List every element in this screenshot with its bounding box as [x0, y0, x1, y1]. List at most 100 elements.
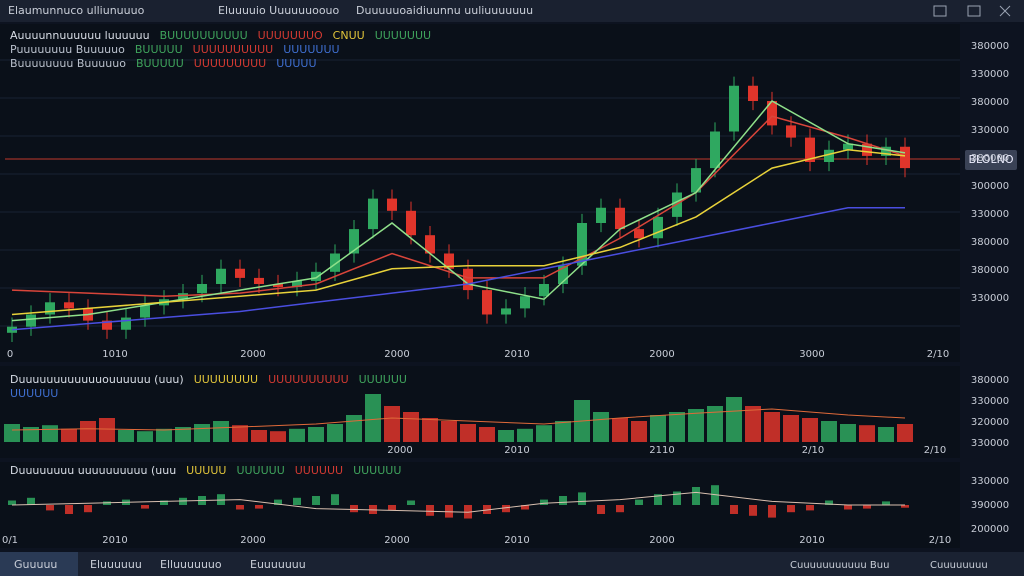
ma-line — [11, 115, 906, 297]
oscillator-bar — [673, 491, 681, 505]
volume-bar — [42, 425, 58, 442]
volume-bar — [61, 428, 77, 442]
volume-bar — [593, 412, 609, 442]
oscillator-bar — [578, 492, 586, 505]
legend-item: BUUUUU — [135, 43, 183, 56]
volume-bar — [232, 425, 248, 442]
candle-body — [748, 85, 758, 101]
volume-bar — [175, 427, 191, 442]
volume-bar — [156, 428, 172, 442]
oscillator-bar — [46, 505, 54, 511]
legend-item: UUUUUU — [353, 464, 401, 477]
oscillator-bar — [863, 505, 871, 509]
x-tick-label: 2/10 — [924, 445, 946, 456]
volume-bar — [555, 421, 571, 442]
statusbar — [0, 552, 1024, 576]
oscillator-bar — [407, 500, 415, 505]
volume-bar — [897, 424, 913, 442]
candle-body — [330, 253, 340, 272]
oscillator-bar — [787, 505, 795, 513]
volume-bar — [650, 415, 666, 442]
candle-body — [311, 271, 321, 281]
price-label: 300000 — [971, 181, 1009, 192]
oscillator-bar — [692, 487, 700, 505]
close-button[interactable] — [999, 5, 1011, 17]
legend-item: UUUUUUUU — [194, 373, 258, 386]
status-tab[interactable]: Elluuuuuuo — [160, 558, 222, 571]
candle-body — [349, 229, 359, 254]
oscillator-bar — [654, 494, 662, 505]
oscillator-bar — [616, 505, 624, 513]
volume-line — [11, 408, 906, 431]
oscillator-bar — [65, 505, 73, 514]
legend-item: BUUUUUUUUUU — [160, 29, 248, 42]
legend-item: Puuuuuuuu Buuuuuo — [10, 43, 125, 56]
status-tab[interactable]: Guuuuu — [14, 558, 57, 571]
oscillator-bar — [388, 505, 396, 511]
price-label: 330000 — [971, 396, 1009, 407]
candle-body — [463, 268, 473, 291]
x-tick-label: 2000 — [649, 349, 674, 360]
oscillator-bar — [160, 500, 168, 505]
active-tab[interactable] — [0, 552, 78, 576]
candle-body — [862, 143, 872, 156]
status-item[interactable]: Cuuuuuuuuuuu Buu — [790, 560, 889, 571]
legend-item: Auuuunnuuuuuu luuuuuu — [10, 29, 150, 42]
volume-bar — [4, 424, 20, 442]
price-label: 330000 — [971, 209, 1009, 220]
oscillator-bar — [635, 499, 643, 505]
price-label: 390000 — [971, 500, 1009, 511]
price-label: 380000 — [971, 41, 1009, 52]
oscillator-bar — [293, 497, 301, 505]
oscillator-bar — [84, 505, 92, 513]
volume-bar — [213, 421, 229, 442]
oscillator-bar — [27, 497, 35, 505]
x-tick-label: 2000 — [384, 535, 409, 546]
volume-bar — [327, 424, 343, 442]
candle-body — [824, 149, 834, 162]
oscillator-line — [11, 491, 905, 513]
candle-body — [558, 265, 568, 284]
volume-bar — [441, 421, 457, 442]
volume-bar — [194, 424, 210, 442]
volume-bar — [384, 406, 400, 442]
volume-bar — [517, 428, 533, 442]
status-tab[interactable]: Eluuuuuu — [90, 558, 142, 571]
price-label: 380000 — [971, 375, 1009, 386]
status-tab[interactable]: Euuuuuuu — [250, 558, 306, 571]
oscillator-bar — [768, 505, 776, 518]
candle-body — [444, 253, 454, 269]
x-tick-label: 2010 — [102, 535, 127, 546]
window-button[interactable] — [933, 5, 947, 17]
x-tick-label: 2000 — [240, 535, 265, 546]
status-item[interactable]: Cuuuuuuuu — [930, 560, 988, 571]
price-tag-box — [965, 150, 1017, 170]
legend-item: Buuuuuuuu Buuuuuo — [10, 57, 126, 70]
x-tick-label: 2010 — [504, 445, 529, 456]
price-label: 380000 — [971, 265, 1009, 276]
price-label: 200000 — [971, 524, 1009, 535]
candle-body — [577, 223, 587, 266]
price-label: 330000 — [971, 438, 1009, 449]
candle-body — [235, 268, 245, 278]
candle-body — [273, 284, 283, 288]
toolbar-tab[interactable]: Elaumunnuco ulliunuuuo — [8, 4, 145, 17]
candle-body — [45, 302, 55, 315]
candle-body — [539, 284, 549, 297]
oscillator-bar — [426, 505, 434, 516]
x-tick-label: 2010 — [799, 535, 824, 546]
oscillator-bar — [312, 496, 320, 505]
toolbar-tab[interactable]: Duuuuuoaidiuunnu uuliuuuuuuu — [356, 4, 533, 17]
x-tick-label: 1010 — [102, 349, 127, 360]
window-button[interactable] — [967, 5, 981, 17]
legend-item: UUUUU — [186, 464, 226, 477]
ma-line — [11, 149, 906, 316]
oscillator-bar — [141, 505, 149, 509]
candle-body — [520, 296, 530, 309]
volume-bar — [878, 427, 894, 442]
oscillator-bar — [502, 505, 510, 513]
oscillator-bar — [521, 505, 529, 510]
oscillator-bar — [350, 505, 358, 513]
toolbar-tab[interactable]: Eluuuuio Uuuuuuoouo — [218, 4, 340, 17]
oscillator-bar — [730, 505, 738, 514]
